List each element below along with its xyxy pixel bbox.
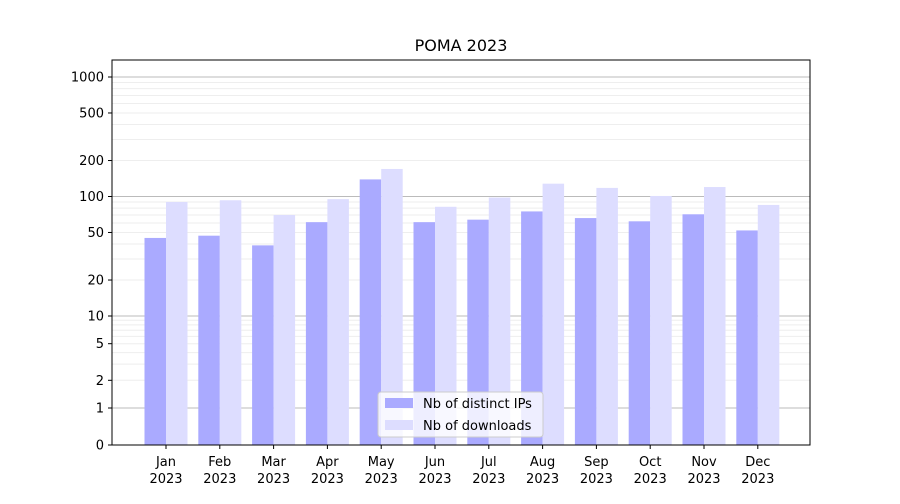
bar <box>467 219 489 445</box>
bar <box>359 179 382 445</box>
x-tick-label: Aug 2023 <box>526 455 559 487</box>
x-tick-label: Jan 2023 <box>149 455 182 487</box>
x-tick-label: Jun 2023 <box>418 455 451 487</box>
bar <box>628 221 651 445</box>
bars <box>144 168 780 445</box>
bar <box>736 230 758 445</box>
y-tick-label: 0 <box>96 439 104 454</box>
bar <box>413 222 435 445</box>
bar <box>381 168 403 445</box>
x-tick-label: Mar 2023 <box>257 455 290 487</box>
y-tick-label: 5 <box>96 337 104 352</box>
x-tick-label: Sep 2023 <box>580 455 613 487</box>
bar <box>144 237 166 445</box>
y-tick-label: 200 <box>79 154 104 169</box>
bar <box>252 245 274 445</box>
y-tick-label: 1 <box>96 402 104 417</box>
y-tick-label: 50 <box>87 226 104 241</box>
bar <box>198 235 220 445</box>
bar <box>305 222 328 445</box>
x-tick-label: Jul 2023 <box>472 455 505 487</box>
y-tick-label: 2 <box>96 374 104 389</box>
x-tick-label: Feb 2023 <box>203 455 236 487</box>
bar <box>542 183 565 445</box>
legend-swatch-downloads <box>385 420 413 430</box>
x-tick-label: Oct 2023 <box>634 455 667 487</box>
chart-title: POMA 2023 <box>415 36 508 55</box>
bar <box>435 206 457 445</box>
bar <box>327 199 349 445</box>
y-tick-label: 20 <box>87 274 104 289</box>
legend-swatch-distinct-ips <box>385 398 413 408</box>
x-tick-label: Apr 2023 <box>311 455 344 487</box>
bar <box>166 201 188 445</box>
x-tick-label: Nov 2023 <box>687 455 720 487</box>
legend-label-downloads: Nb of downloads <box>423 419 532 434</box>
bar <box>596 187 618 445</box>
y-tick-label: 10 <box>87 310 104 325</box>
bar <box>682 214 704 445</box>
plot-frame <box>111 59 811 446</box>
y-tick-label: 500 <box>79 106 104 121</box>
y-tick-label: 1000 <box>71 71 104 86</box>
bar <box>219 200 242 445</box>
bar <box>273 215 296 445</box>
legend-frame <box>377 391 544 438</box>
legend: Nb of distinct IPs Nb of downloads <box>377 391 544 438</box>
x-tick-label: May 2023 <box>365 455 398 487</box>
bar <box>521 211 543 445</box>
bar <box>757 204 780 445</box>
legend-label-distinct-ips: Nb of distinct IPs <box>423 397 532 412</box>
bar <box>704 187 726 445</box>
bar <box>650 195 672 445</box>
y-tick-label: 100 <box>79 190 104 205</box>
bar <box>574 218 597 445</box>
bar <box>488 197 511 445</box>
x-tick-label: Dec 2023 <box>741 455 774 487</box>
axes: 0 1 2 5 10 20 50 100 200 500 1000 Jan 2023 Feb 2023 Mar… <box>71 59 811 487</box>
